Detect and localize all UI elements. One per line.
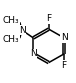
Text: F: F (62, 61, 67, 70)
Text: N: N (30, 49, 37, 58)
Text: CH₃: CH₃ (3, 16, 19, 25)
Text: F: F (46, 14, 51, 23)
Text: N: N (19, 26, 25, 35)
Text: N: N (61, 33, 68, 42)
Text: CH₃: CH₃ (3, 35, 19, 44)
